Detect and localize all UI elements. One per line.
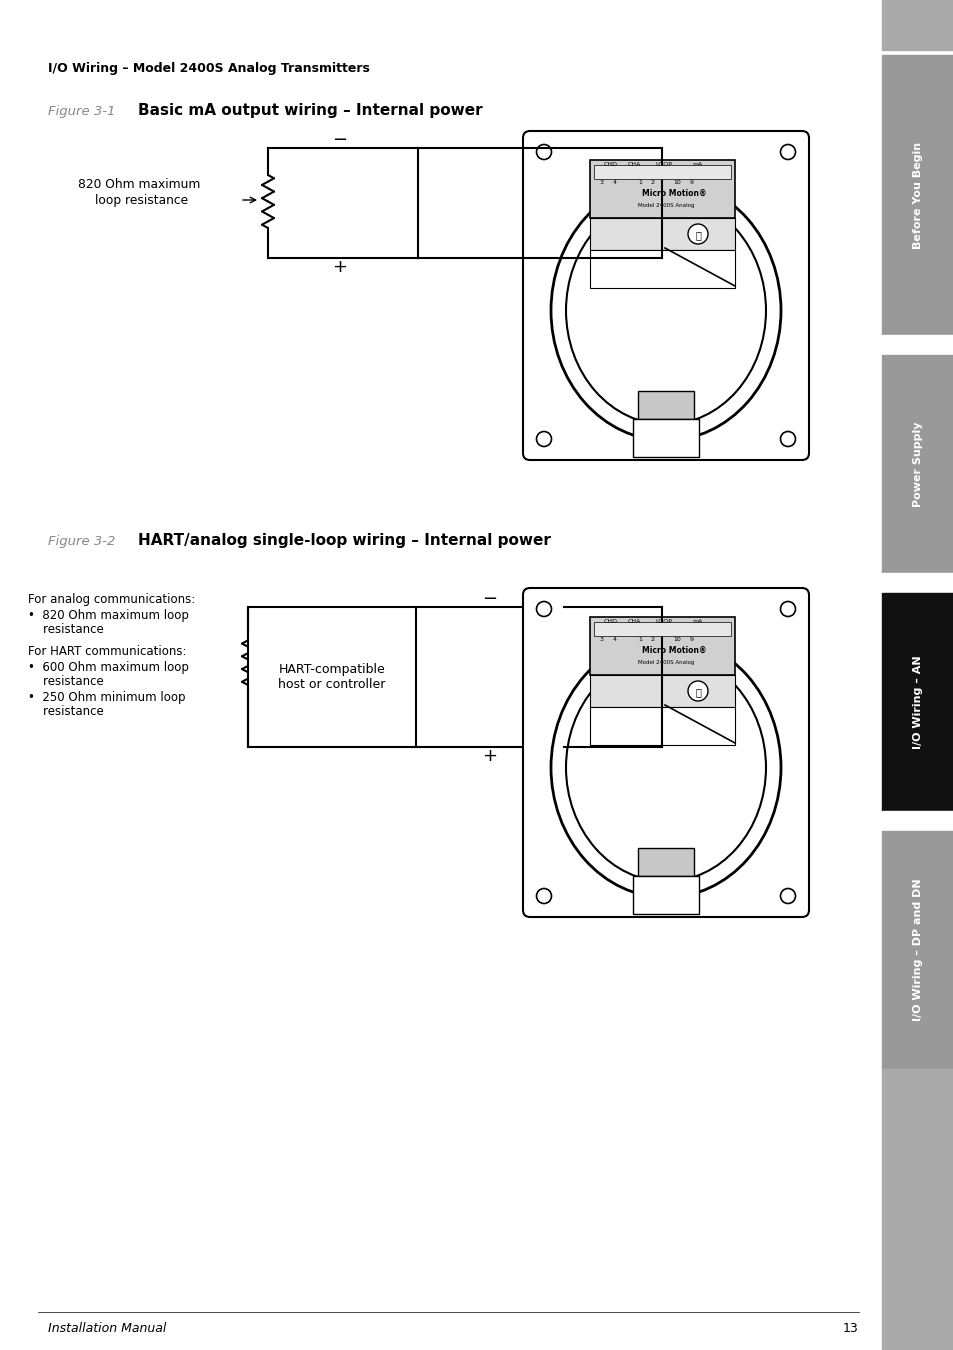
Bar <box>633 418 699 458</box>
Text: −: − <box>332 131 347 148</box>
Text: Model 2400S Analog: Model 2400S Analog <box>638 202 694 208</box>
Text: Micro Motion®: Micro Motion® <box>641 647 706 655</box>
Text: Power Supply: Power Supply <box>912 421 923 506</box>
Bar <box>882 811 953 832</box>
Text: 9: 9 <box>689 180 693 185</box>
Text: HART-compatible: HART-compatible <box>278 663 385 676</box>
Text: I/O Wiring – DP and DN: I/O Wiring – DP and DN <box>912 879 923 1022</box>
Bar <box>594 165 730 180</box>
Text: CHD: CHD <box>603 620 618 624</box>
Text: 13: 13 <box>841 1322 857 1335</box>
Text: •  820 Ohm maximum loop: • 820 Ohm maximum loop <box>28 609 189 622</box>
Text: Model 2400S Analog: Model 2400S Analog <box>638 660 694 666</box>
Text: Figure 3‑2: Figure 3‑2 <box>48 535 115 548</box>
Circle shape <box>687 680 707 701</box>
Text: Before You Begin: Before You Begin <box>912 142 923 248</box>
Text: 3: 3 <box>599 637 603 643</box>
Bar <box>882 572 953 593</box>
Text: 2: 2 <box>650 637 655 643</box>
Text: For analog communications:: For analog communications: <box>28 593 195 606</box>
FancyBboxPatch shape <box>522 589 808 917</box>
Text: ⏚: ⏚ <box>695 687 700 697</box>
Text: Micro Motion®: Micro Motion® <box>641 189 706 198</box>
Text: 4: 4 <box>613 637 617 643</box>
Ellipse shape <box>565 197 765 424</box>
Text: +: + <box>333 258 347 275</box>
Text: •  600 Ohm maximum loop: • 600 Ohm maximum loop <box>28 662 189 674</box>
Text: +: + <box>482 747 497 765</box>
Bar <box>882 355 953 572</box>
Bar <box>589 250 734 288</box>
Bar <box>589 161 734 217</box>
Bar <box>589 675 734 707</box>
Text: 10: 10 <box>673 180 680 185</box>
Bar <box>882 0 953 50</box>
Text: CHA: CHA <box>627 620 640 624</box>
Text: HART/analog single-loop wiring – Internal power: HART/analog single-loop wiring – Interna… <box>138 533 550 548</box>
Circle shape <box>687 224 707 244</box>
Bar <box>638 392 693 418</box>
Text: 1: 1 <box>638 180 641 185</box>
Text: Figure 3‑1: Figure 3‑1 <box>48 105 115 117</box>
Text: 820 Ohm maximum: 820 Ohm maximum <box>78 178 200 190</box>
Circle shape <box>780 602 795 617</box>
Bar <box>248 608 416 747</box>
Text: LOOP: LOOP <box>655 620 671 624</box>
Text: resistance: resistance <box>28 705 104 718</box>
Bar <box>589 707 734 745</box>
Circle shape <box>780 144 795 159</box>
Bar <box>882 832 953 1069</box>
Ellipse shape <box>551 637 781 898</box>
Circle shape <box>536 144 551 159</box>
Text: host or controller: host or controller <box>278 679 385 691</box>
Text: Basic mA output wiring – Internal power: Basic mA output wiring – Internal power <box>138 103 482 117</box>
Bar <box>882 593 953 811</box>
Text: •  250 Ohm minimum loop: • 250 Ohm minimum loop <box>28 691 185 703</box>
Text: −: − <box>482 590 497 608</box>
Text: 9: 9 <box>689 637 693 643</box>
Text: loop resistance: loop resistance <box>95 194 188 207</box>
Text: I/O Wiring – AN: I/O Wiring – AN <box>912 655 923 749</box>
Bar <box>589 617 734 675</box>
FancyBboxPatch shape <box>522 131 808 460</box>
Bar <box>594 622 730 636</box>
Text: I/O Wiring – Model 2400S Analog Transmitters: I/O Wiring – Model 2400S Analog Transmit… <box>48 62 370 76</box>
Bar <box>882 1069 953 1350</box>
Bar <box>882 55 953 335</box>
Text: mA: mA <box>691 620 701 624</box>
Text: mA: mA <box>691 162 701 167</box>
Text: 1: 1 <box>638 637 641 643</box>
Ellipse shape <box>565 653 765 882</box>
Text: 3: 3 <box>599 180 603 185</box>
Text: 2: 2 <box>650 180 655 185</box>
Text: ⏚: ⏚ <box>695 230 700 240</box>
Text: resistance: resistance <box>28 622 104 636</box>
Circle shape <box>780 888 795 903</box>
Text: For HART communications:: For HART communications: <box>28 645 186 657</box>
Circle shape <box>536 432 551 447</box>
Ellipse shape <box>551 181 781 440</box>
Circle shape <box>536 602 551 617</box>
Circle shape <box>780 432 795 447</box>
Bar <box>589 217 734 250</box>
Bar <box>882 335 953 355</box>
Text: 4: 4 <box>613 180 617 185</box>
Text: resistance: resistance <box>28 675 104 688</box>
Bar <box>638 848 693 876</box>
Text: CHD: CHD <box>603 162 618 167</box>
Text: LOOP: LOOP <box>655 162 671 167</box>
Text: CHA: CHA <box>627 162 640 167</box>
Bar <box>633 876 699 914</box>
Text: 10: 10 <box>673 637 680 643</box>
Circle shape <box>536 888 551 903</box>
Text: Installation Manual: Installation Manual <box>48 1322 166 1335</box>
